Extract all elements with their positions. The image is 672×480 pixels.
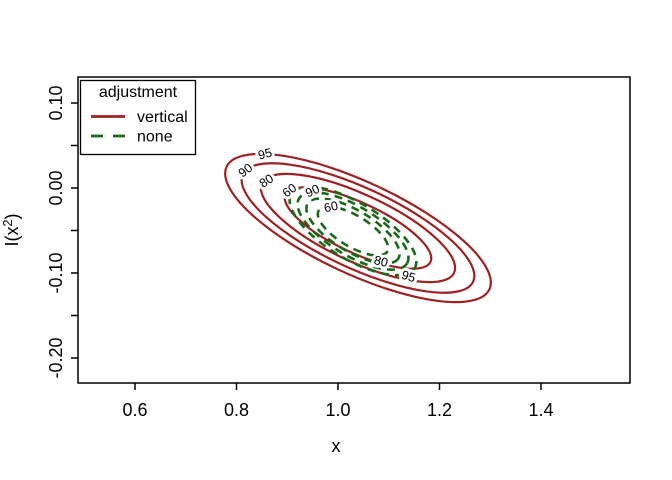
- y-tick-label: -0.10: [46, 252, 66, 293]
- x-tick-label: 1.2: [427, 400, 452, 420]
- contour-label-none-95: 95: [400, 268, 417, 285]
- contour-none-90: [296, 191, 410, 271]
- contour-none-95: [288, 185, 418, 277]
- legend-label-none: none: [137, 129, 173, 146]
- contour-vertical-90: [240, 162, 476, 294]
- contour-label-none-90: 90: [303, 182, 322, 201]
- legend: adjustment vertical none: [79, 79, 197, 156]
- x-tick-label: 1.0: [325, 400, 350, 420]
- x-tick-label: 0.8: [224, 400, 249, 420]
- x-axis-tick-labels: 0.6 0.8 1.0 1.2 1.4: [122, 400, 553, 420]
- contour-none-60: [316, 205, 390, 257]
- y-tick-label: 0.00: [46, 170, 66, 205]
- y-tick-label: 0.10: [46, 85, 66, 120]
- y-axis-title: I(x2): [1, 214, 22, 247]
- x-tick-label: 0.6: [122, 400, 147, 420]
- contour-label-none-60: 60: [323, 199, 340, 216]
- y-axis-title-base: I(x: [2, 226, 22, 246]
- contour-vertical-95: [224, 152, 492, 304]
- y-axis-tick-labels: 0.10 0.00 -0.10 -0.20: [46, 85, 66, 378]
- y-axis-ticks: [71, 102, 78, 359]
- y-tick-label: -0.20: [46, 337, 66, 378]
- x-axis-ticks: [134, 383, 542, 390]
- legend-title: adjustment: [99, 84, 178, 101]
- y-axis-title-close: ): [2, 214, 22, 220]
- contour-label-vertical-95: 95: [257, 146, 274, 163]
- x-tick-label: 1.4: [528, 400, 553, 420]
- legend-label-vertical: vertical: [137, 109, 188, 126]
- legend-box: [79, 79, 197, 156]
- y-axis-title-superscript: 2: [1, 219, 15, 226]
- contour-none-80: [305, 197, 401, 265]
- contour-label-vertical-60: 60: [280, 181, 300, 201]
- contour-label-vertical-90: 90: [236, 161, 256, 181]
- contour-vertical-60: [283, 186, 433, 270]
- x-axis-title: x: [332, 436, 341, 456]
